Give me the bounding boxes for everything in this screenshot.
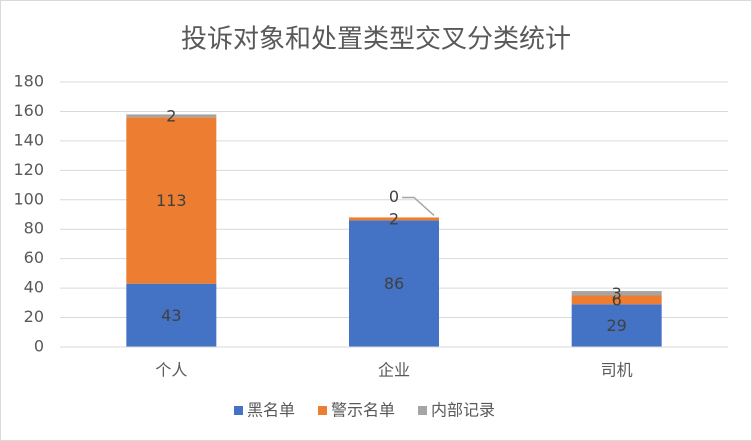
legend-swatch [234, 406, 243, 415]
y-tick-label: 80 [24, 219, 44, 238]
legend-swatch [418, 406, 427, 415]
bar-segment [571, 291, 662, 296]
bar-segment [126, 114, 217, 118]
y-tick-label: 20 [24, 307, 44, 326]
data-label: 43 [161, 306, 181, 325]
y-tick-label: 120 [13, 160, 44, 179]
data-label: 2 [389, 209, 399, 228]
bar-segment [126, 283, 217, 347]
x-tick-label: 企业 [378, 361, 410, 380]
legend-label: 黑名单 [247, 401, 295, 420]
bar-segment [571, 304, 662, 347]
data-label: 3 [612, 284, 622, 303]
chart-title: 投诉对象和处置类型交叉分类统计 [181, 25, 571, 55]
bar-segment [349, 220, 439, 347]
y-tick-label: 160 [13, 101, 44, 120]
y-tick-label: 140 [13, 130, 44, 149]
watermark: ZUMS.NET [697, 428, 739, 437]
bar-segment [349, 217, 439, 221]
legend-swatch [318, 406, 327, 415]
x-tick-label: 司机 [601, 361, 633, 380]
data-label: 2 [166, 106, 176, 125]
leader-line [402, 196, 435, 217]
legend-label: 内部记录 [431, 401, 495, 420]
data-label: 86 [384, 274, 404, 293]
y-tick-label: 40 [24, 278, 44, 297]
data-label: 6 [612, 290, 622, 309]
bar-segment [571, 295, 662, 305]
legend-label: 警示名单 [331, 401, 395, 420]
y-tick-label: 180 [13, 72, 44, 91]
x-tick-label: 个人 [155, 361, 187, 380]
data-label: 113 [156, 191, 187, 210]
y-tick-label: 0 [34, 337, 44, 356]
bar-segment [126, 117, 217, 284]
y-tick-label: 60 [24, 248, 44, 267]
data-label: 0 [389, 187, 399, 206]
data-label: 29 [606, 316, 626, 335]
y-tick-label: 100 [13, 189, 44, 208]
